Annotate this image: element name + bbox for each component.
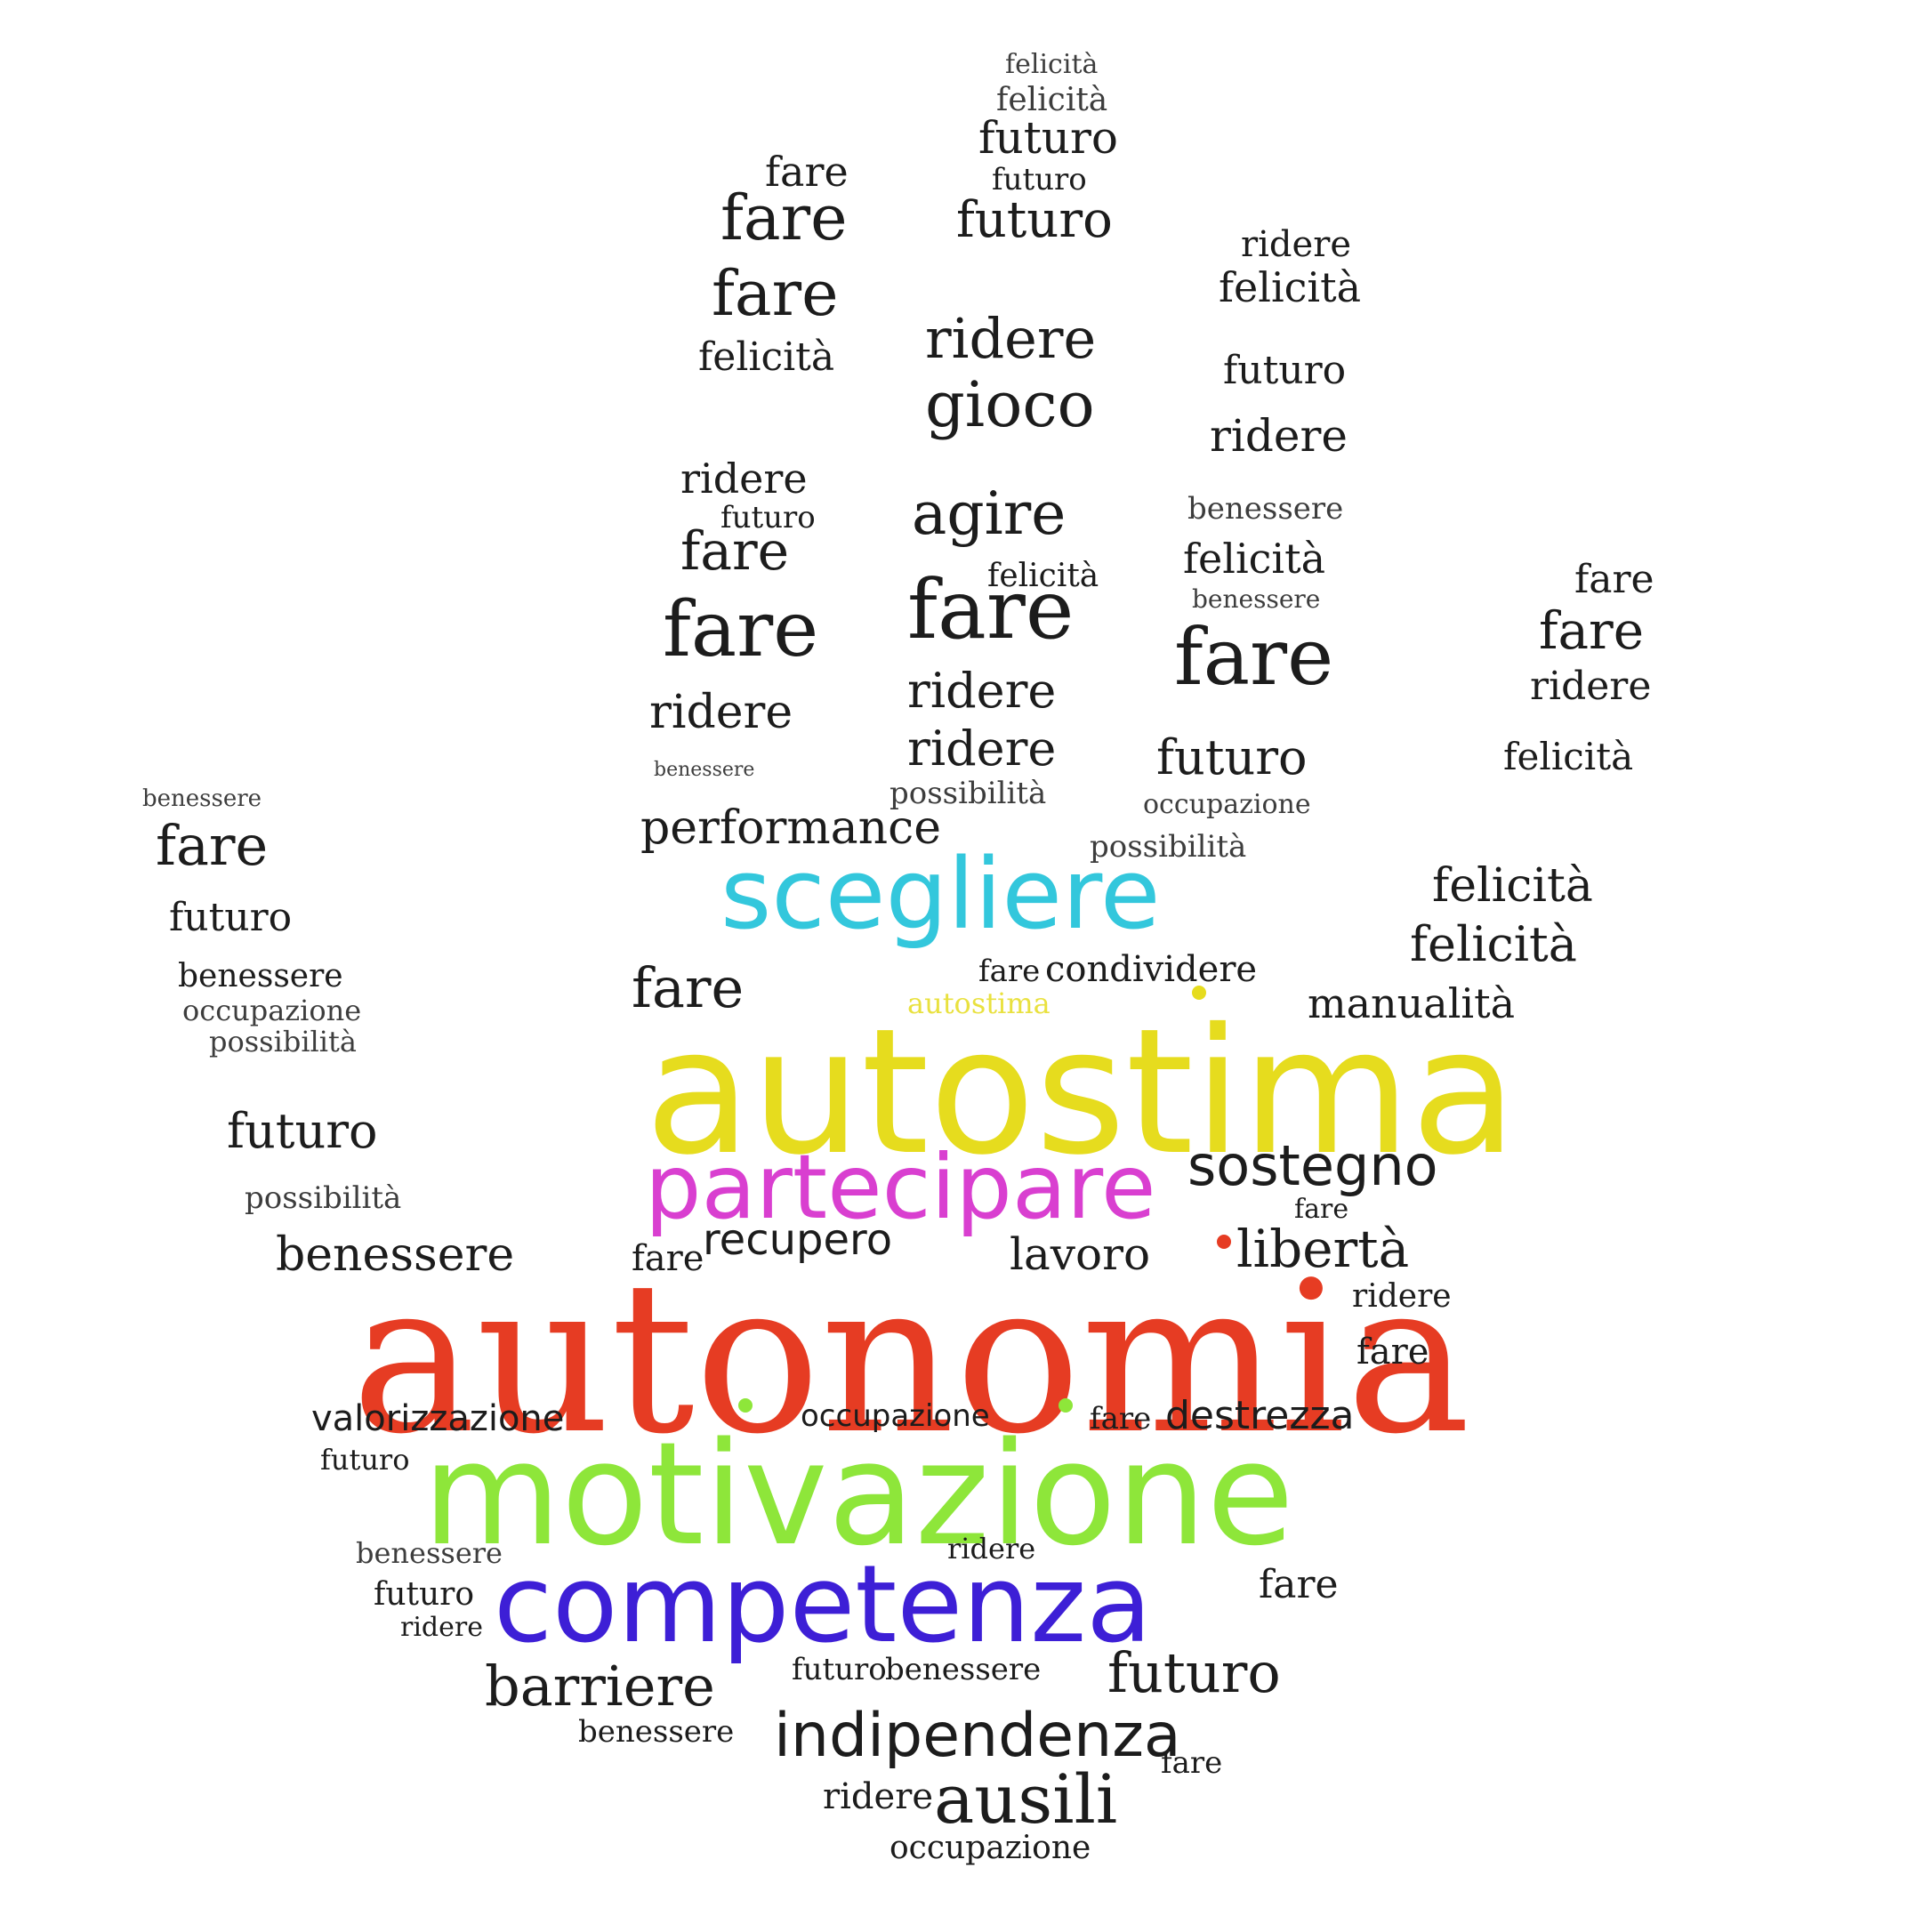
word-barriere: barriere: [485, 1654, 715, 1719]
word-ridere: ridere: [907, 720, 1057, 777]
word-benessere: benessere: [654, 759, 755, 781]
word-futuro: futuro: [374, 1576, 475, 1613]
word-benessere: benessere: [178, 958, 343, 994]
word-benessere: benessere: [142, 785, 262, 812]
word-fare: fare: [978, 954, 1041, 989]
word-ridere: ridere: [947, 1532, 1036, 1566]
word-fare: fare: [1539, 600, 1645, 661]
word-sostegno: sostegno: [1187, 1133, 1438, 1198]
word-fare: fare: [1174, 611, 1334, 703]
word-futuro: futuro: [1223, 348, 1347, 393]
word-felicita: fare: [632, 955, 745, 1020]
word-benessere: benessere: [1187, 491, 1344, 527]
word-possibilita: possibilità: [209, 1025, 357, 1059]
word-futuro: futuro: [320, 1443, 410, 1477]
word-futuro: futuro: [978, 112, 1119, 164]
word-futuro: futuro: [992, 162, 1087, 197]
word-occupazione: occupazione: [890, 1830, 1091, 1866]
word-fare: fare: [1574, 557, 1654, 602]
word-benessere: benessere: [276, 1228, 515, 1282]
word-destrezza: destrezza: [1165, 1393, 1355, 1438]
word-ridere: ridere: [1210, 410, 1348, 462]
word-occupazione: occupazione: [1143, 789, 1311, 820]
word-futuro: futuro: [227, 1103, 378, 1159]
word-ridere: ridere: [907, 663, 1057, 719]
word-agire: agire: [912, 479, 1067, 548]
word-fare: fare: [663, 585, 819, 674]
word-manualita: manualità: [1308, 979, 1516, 1027]
word-autonomia: autonomia: [351, 1237, 1471, 1480]
word-indipendenza: indipendenza: [774, 1701, 1181, 1771]
word-fare: fare: [1294, 1194, 1349, 1225]
word-felicita: felicità: [996, 82, 1108, 118]
word-felicita: felicità: [1005, 49, 1099, 80]
word-fare: fare: [1090, 1401, 1152, 1437]
word-recupero: recupero: [703, 1215, 893, 1265]
word-fare: fare: [765, 148, 849, 196]
word-felicita: felicità: [1503, 735, 1634, 778]
word-benessere: benessere: [885, 1652, 1042, 1687]
word-fare: fare: [1356, 1332, 1429, 1373]
word-fare: fare: [1259, 1562, 1339, 1607]
word-futuro: futuro: [720, 500, 816, 535]
word-felicita: felicità: [698, 334, 835, 380]
word-futuro: futuro: [956, 191, 1113, 249]
word-fare: fare: [907, 562, 1075, 657]
word-motivazione: motivazione: [423, 1411, 1294, 1577]
word-felicita: felicità: [1183, 535, 1326, 583]
word-valorizzazione: valorizzazione: [311, 1398, 565, 1439]
word-ridere: ridere: [680, 455, 808, 503]
word-felicita: felicità: [987, 558, 1099, 594]
word-autostima-small: autostima: [907, 986, 1051, 1020]
word-felicita: felicità: [1219, 263, 1362, 311]
word-ridere: ridere: [1530, 664, 1652, 709]
word-fare: fare: [156, 813, 269, 878]
word-ausili: ausili: [934, 1759, 1118, 1839]
word-autostima: autostima: [645, 991, 1517, 1193]
word-fare: fare: [680, 520, 790, 583]
word-condividere: condividere: [1045, 949, 1258, 990]
word-lavoro: lavoro: [1010, 1228, 1151, 1280]
word-ridere: ridere: [1352, 1278, 1452, 1315]
word-occupazione: occupazione: [182, 994, 362, 1027]
word-liberta: libertà: [1236, 1219, 1410, 1279]
word-ridere: ridere: [925, 306, 1097, 371]
word-felicita: felicità: [1410, 916, 1577, 972]
word-possibilita: possibilità: [245, 1180, 402, 1216]
word-scegliere: scegliere: [720, 837, 1161, 951]
accent-dot: [1059, 1398, 1073, 1413]
accent-dot: [738, 1398, 753, 1413]
accent-dot: [1192, 986, 1206, 1000]
word-benessere: benessere: [356, 1536, 503, 1570]
word-futuro: futuro: [1107, 1640, 1281, 1705]
word-futuro: futuro: [1156, 729, 1308, 785]
word-competenza: competenza: [494, 1543, 1152, 1667]
word-fare: fare: [1161, 1745, 1223, 1781]
word-fare: fare: [712, 257, 839, 330]
word-futuro: futuro: [792, 1652, 887, 1687]
accent-dot: [1217, 1235, 1231, 1249]
word-benessere: benessere: [1192, 584, 1321, 614]
word-ridere: ridere: [823, 1776, 933, 1817]
word-fare: fare: [632, 1238, 704, 1279]
word-occupazione: occupazione: [801, 1398, 990, 1434]
word-fare: fare: [720, 181, 848, 254]
word-benessere: benessere: [578, 1714, 735, 1750]
word-possibilita: possibilità: [890, 776, 1047, 811]
word-partecipare: partecipare: [645, 1135, 1156, 1239]
word-ridere: ridere: [649, 686, 793, 739]
word-performance: performance: [640, 801, 942, 855]
word-gioco: gioco: [925, 368, 1095, 441]
word-futuro: futuro: [169, 895, 293, 940]
word-ridere: ridere: [400, 1612, 483, 1643]
word-felicita: felicità: [1432, 859, 1593, 913]
word-ridere: ridere: [1241, 224, 1351, 265]
word-possibilita: possibilità: [1090, 829, 1247, 865]
